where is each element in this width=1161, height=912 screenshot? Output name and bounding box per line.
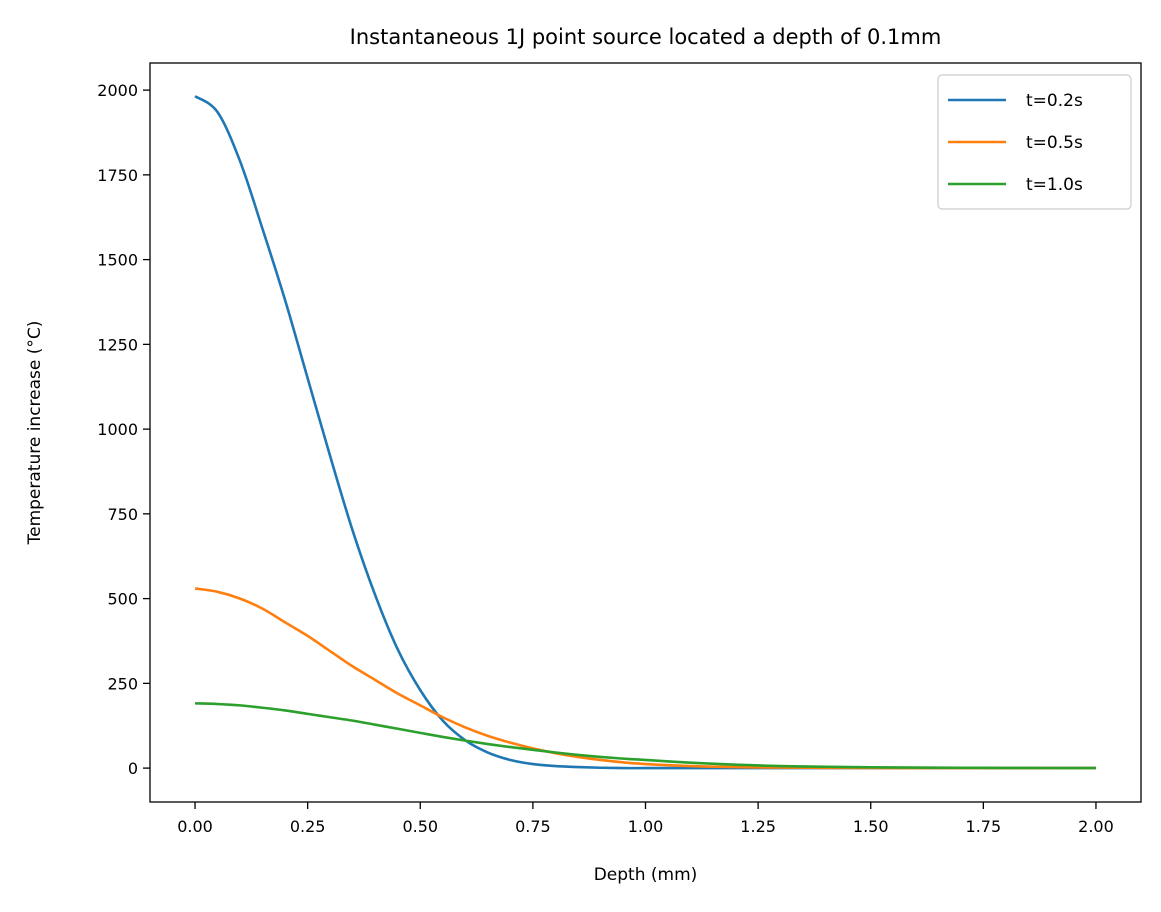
y-tick-label: 1500 [97,251,138,270]
legend-label: t=0.2s [1026,91,1083,111]
y-tick-label: 0 [128,759,138,778]
x-tick-label: 1.00 [628,817,664,836]
chart-title: Instantaneous 1J point source located a … [350,25,942,49]
x-axis-label: Depth (mm) [594,865,698,885]
legend: t=0.2s t=0.5s t=1.0s [937,74,1132,210]
legend-box [937,74,1132,210]
x-tick-label: 0.50 [402,817,438,836]
y-tick-label: 1750 [97,166,138,185]
y-tick-label: 750 [107,505,138,524]
x-tick-label: 1.75 [966,817,1002,836]
y-tick-label: 250 [107,674,138,693]
legend-label: t=1.0s [1026,175,1083,195]
y-tick-label: 1000 [97,420,138,439]
y-axis-label: Temperature increase (°C) [25,321,45,546]
x-tick-label: 1.25 [740,817,776,836]
x-tick-label: 1.50 [853,817,889,836]
x-tick-label: 0.00 [177,817,213,836]
y-tick-label: 1250 [97,335,138,354]
y-tick-label: 2000 [97,81,138,100]
y-tick-label: 500 [107,590,138,609]
x-tick-label: 0.75 [515,817,551,836]
series-line-t-1-0s [195,702,1096,770]
x-tick-label: 2.00 [1078,817,1114,836]
legend-label: t=0.5s [1026,133,1083,153]
x-tick-label: 0.25 [290,817,326,836]
